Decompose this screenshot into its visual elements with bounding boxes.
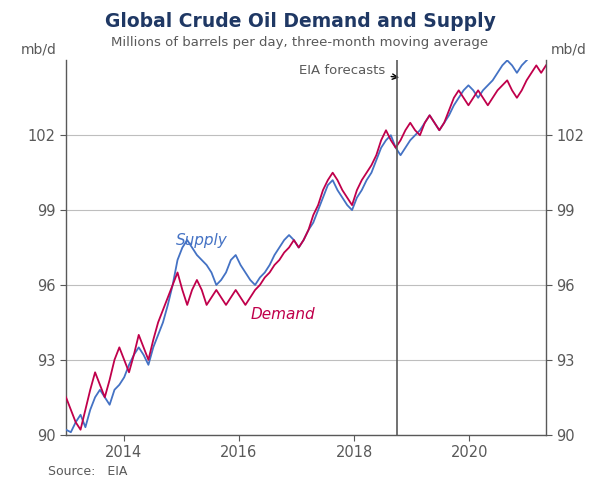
Text: Source:   EIA: Source: EIA (48, 465, 127, 478)
Text: Supply: Supply (175, 232, 227, 248)
Text: Millions of barrels per day, three-month moving average: Millions of barrels per day, three-month… (112, 36, 488, 49)
Text: Global Crude Oil Demand and Supply: Global Crude Oil Demand and Supply (104, 12, 496, 31)
Text: mb/d: mb/d (20, 43, 56, 57)
Text: mb/d: mb/d (551, 43, 587, 57)
Text: Demand: Demand (250, 307, 315, 323)
Text: EIA forecasts: EIA forecasts (299, 64, 398, 79)
